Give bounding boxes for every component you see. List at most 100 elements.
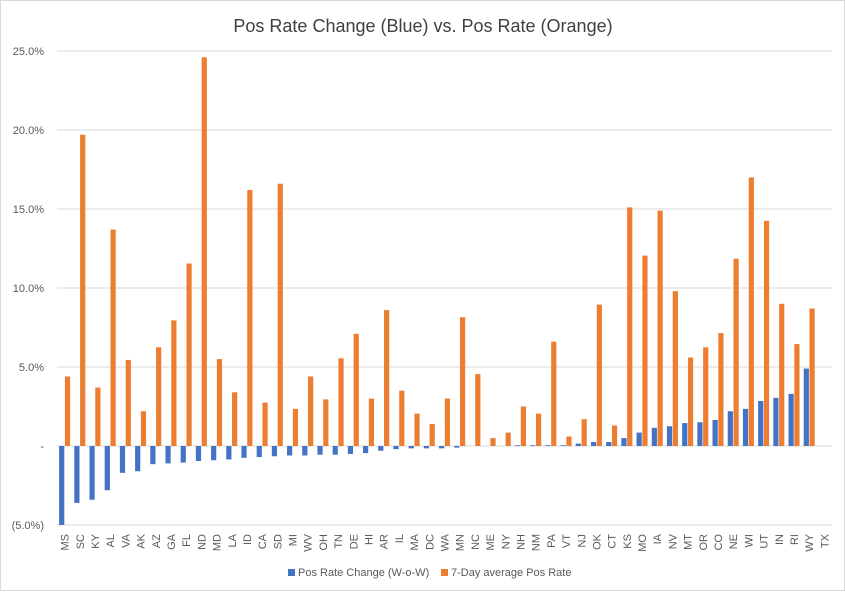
x-tick-label-hi: HI — [364, 534, 376, 545]
x-tick-label-wi: WI — [743, 534, 755, 547]
x-tick-label-ok: OK — [591, 533, 603, 550]
bar-7-day-average-nh — [520, 406, 526, 446]
x-tick-label-ut: UT — [759, 534, 771, 549]
x-tick-label-ny: NY — [500, 533, 512, 549]
x-tick-label-tn: TN — [333, 534, 345, 549]
bar-7-day-average-al — [110, 229, 116, 446]
bar-pos-rate-change-ar — [378, 446, 384, 451]
bar-pos-rate-change-az — [150, 446, 156, 465]
bar-7-day-average-me — [490, 438, 496, 446]
bar-pos-rate-change-pa — [545, 445, 551, 446]
x-tick-label-fl: FL — [181, 534, 193, 547]
x-tick-label-mt: MT — [683, 534, 695, 550]
bar-7-day-average-ms — [64, 376, 71, 446]
bar-7-day-average-ca — [262, 402, 268, 446]
bar-7-day-average-nj — [581, 419, 587, 446]
bar-pos-rate-change-nd — [195, 446, 202, 462]
x-tick-label-de: DE — [348, 534, 360, 549]
bar-7-day-average-in — [779, 303, 785, 446]
bar-7-day-average-ak — [140, 411, 147, 446]
x-tick-label-wy: WY — [804, 533, 816, 551]
bar-pos-rate-change-ga — [165, 446, 171, 464]
x-tick-label-vt: VT — [561, 534, 573, 548]
bar-7-day-average-tn — [338, 358, 344, 446]
x-tick-label-nm: NM — [531, 534, 543, 551]
bar-7-day-average-mo — [642, 255, 648, 446]
bar-7-day-average-ks — [627, 207, 633, 446]
bar-7-day-average-co — [718, 333, 724, 446]
x-tick-label-tx: TX — [819, 533, 831, 548]
legend-swatch-pos-rate-change — [288, 569, 295, 576]
bar-7-day-average-ne — [733, 258, 739, 446]
bar-7-day-average-ga — [171, 320, 177, 446]
bar-7-day-average-hi — [368, 398, 375, 446]
x-tick-label-ks: KS — [622, 534, 634, 549]
bar-pos-rate-change-or — [697, 422, 703, 446]
x-tick-label-ia: IA — [652, 533, 664, 544]
bar-7-day-average-sd — [277, 183, 283, 446]
bar-7-day-average-fl — [186, 263, 192, 446]
bar-pos-rate-change-wa — [439, 446, 445, 449]
x-tick-label-nd: ND — [196, 534, 208, 550]
bar-pos-rate-change-la — [226, 446, 232, 460]
bar-pos-rate-change-sc — [74, 446, 80, 503]
bar-pos-rate-change-mi — [287, 446, 293, 456]
bar-pos-rate-change-hi — [363, 446, 369, 454]
bar-7-day-average-ma — [414, 413, 420, 446]
x-tick-label-ne: NE — [728, 534, 740, 549]
bar-7-day-average-mi — [292, 408, 299, 446]
bar-pos-rate-change-de — [347, 446, 354, 454]
x-tick-label-wv: WV — [303, 533, 315, 551]
bar-7-day-average-mn — [460, 317, 466, 446]
legend-label-7-day-average: 7-Day average Pos Rate — [451, 567, 571, 579]
bar-pos-rate-change-mt — [682, 423, 688, 446]
bar-pos-rate-change-ky — [89, 446, 95, 500]
bar-pos-rate-change-sd — [271, 446, 278, 457]
bar-pos-rate-change-wi — [742, 408, 749, 446]
x-tick-label-ky: KY — [90, 533, 102, 548]
bar-pos-rate-change-ne — [727, 411, 733, 446]
bar-7-day-average-nc — [475, 374, 481, 446]
x-tick-label-sd: SD — [272, 534, 284, 549]
bar-pos-rate-change-ma — [408, 446, 414, 449]
bar-pos-rate-change-id — [241, 446, 247, 458]
y-tick-label: - — [40, 441, 44, 453]
x-tick-label-nv: NV — [667, 533, 679, 549]
bar-7-day-average-de — [353, 333, 359, 446]
x-tick-label-mn: MN — [455, 534, 467, 551]
x-tick-label-az: AZ — [151, 534, 163, 548]
x-tick-label-il: IL — [394, 534, 406, 543]
legend: Pos Rate Change (W-o-W) 7-Day average Po… — [288, 567, 571, 579]
bar-pos-rate-change-tn — [332, 446, 338, 455]
x-tick-label-md: MD — [212, 534, 224, 551]
bar-7-day-average-or — [703, 347, 709, 446]
x-tick-label-dc: DC — [424, 534, 436, 550]
x-tick-label-la: LA — [227, 533, 239, 547]
x-tick-label-nh: NH — [515, 534, 527, 550]
bar-7-day-average-dc — [429, 423, 435, 446]
bar-7-day-average-nm — [535, 413, 542, 446]
bar-7-day-average-wa — [444, 398, 450, 446]
y-axis-tick-labels: 25.0% 20.0% 15.0% 10.0% 5.0% - (5.0%) — [12, 46, 45, 532]
bar-7-day-average-ny — [505, 432, 511, 446]
bar-7-day-average-oh — [323, 399, 329, 446]
y-tick-label: 10.0% — [13, 283, 44, 295]
bar-pos-rate-change-nj — [575, 443, 581, 446]
bar-pos-rate-change-ok — [590, 442, 597, 446]
x-tick-label-ms: MS — [60, 534, 72, 551]
bar-7-day-average-ct — [611, 425, 618, 446]
bar-pos-rate-change-mn — [454, 446, 460, 448]
y-tick-label: 5.0% — [19, 362, 44, 374]
bar-7-day-average-va — [125, 359, 131, 446]
x-tick-label-wa: WA — [440, 533, 452, 551]
legend-swatch-7-day-average — [441, 569, 448, 576]
x-tick-label-nj: NJ — [576, 534, 588, 547]
y-tick-label: 25.0% — [13, 46, 44, 58]
bar-7-day-average-wy — [809, 308, 815, 446]
bar-7-day-average-nd — [201, 57, 207, 446]
x-tick-label-mi: MI — [288, 534, 300, 546]
x-tick-label-va: VA — [120, 533, 132, 548]
x-tick-label-ca: CA — [257, 533, 269, 549]
